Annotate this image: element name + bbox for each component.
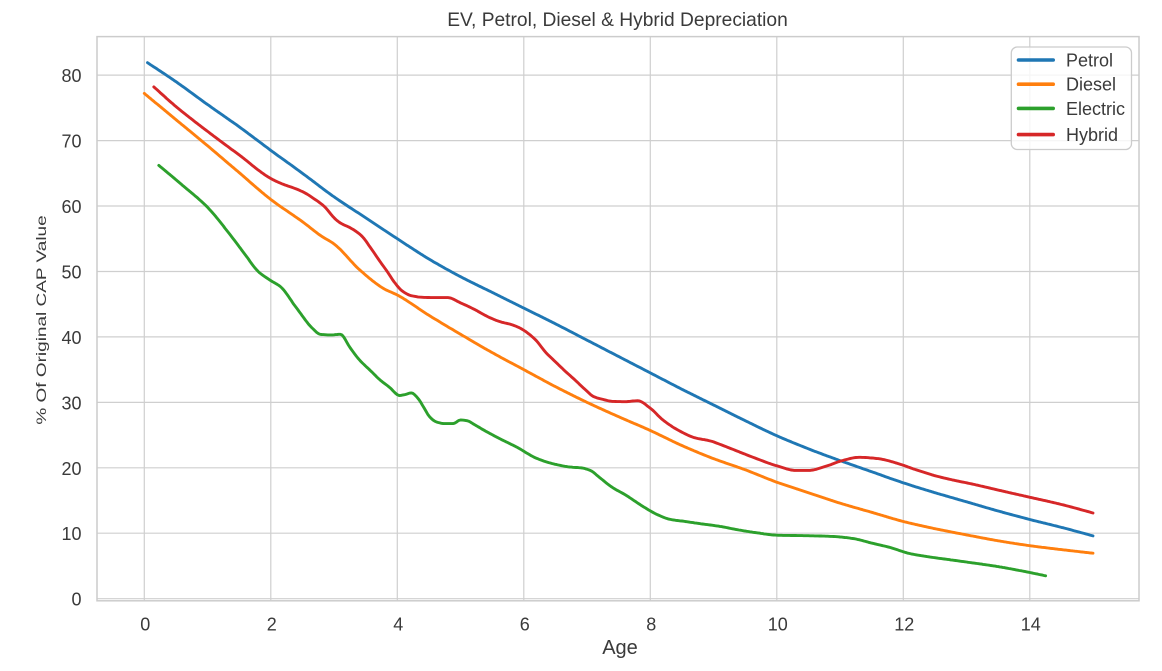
svg-text:50: 50 <box>61 263 81 283</box>
svg-text:2: 2 <box>267 615 277 635</box>
svg-text:8: 8 <box>646 615 656 635</box>
svg-text:80: 80 <box>61 66 81 86</box>
svg-text:14: 14 <box>1021 615 1041 635</box>
svg-text:Petrol: Petrol <box>1066 50 1113 70</box>
svg-text:10: 10 <box>768 615 788 635</box>
svg-text:30: 30 <box>61 393 81 413</box>
svg-text:Age: Age <box>602 637 638 659</box>
svg-text:4: 4 <box>393 615 403 635</box>
svg-text:Electric: Electric <box>1066 99 1125 119</box>
svg-text:40: 40 <box>61 328 81 348</box>
svg-text:0: 0 <box>140 615 150 635</box>
svg-text:Diesel: Diesel <box>1066 75 1116 95</box>
svg-text:Hybrid: Hybrid <box>1066 125 1118 145</box>
svg-text:EV, Petrol, Diesel & Hybrid De: EV, Petrol, Diesel & Hybrid Depreciation <box>447 10 788 31</box>
svg-text:0: 0 <box>71 590 81 610</box>
svg-text:70: 70 <box>61 132 81 152</box>
svg-text:20: 20 <box>61 459 81 479</box>
svg-text:10: 10 <box>61 524 81 544</box>
svg-text:12: 12 <box>894 615 914 635</box>
svg-text:60: 60 <box>61 197 81 217</box>
svg-text:6: 6 <box>520 615 530 635</box>
svg-text:% Of Original CAP Value: % Of Original CAP Value <box>34 215 50 424</box>
